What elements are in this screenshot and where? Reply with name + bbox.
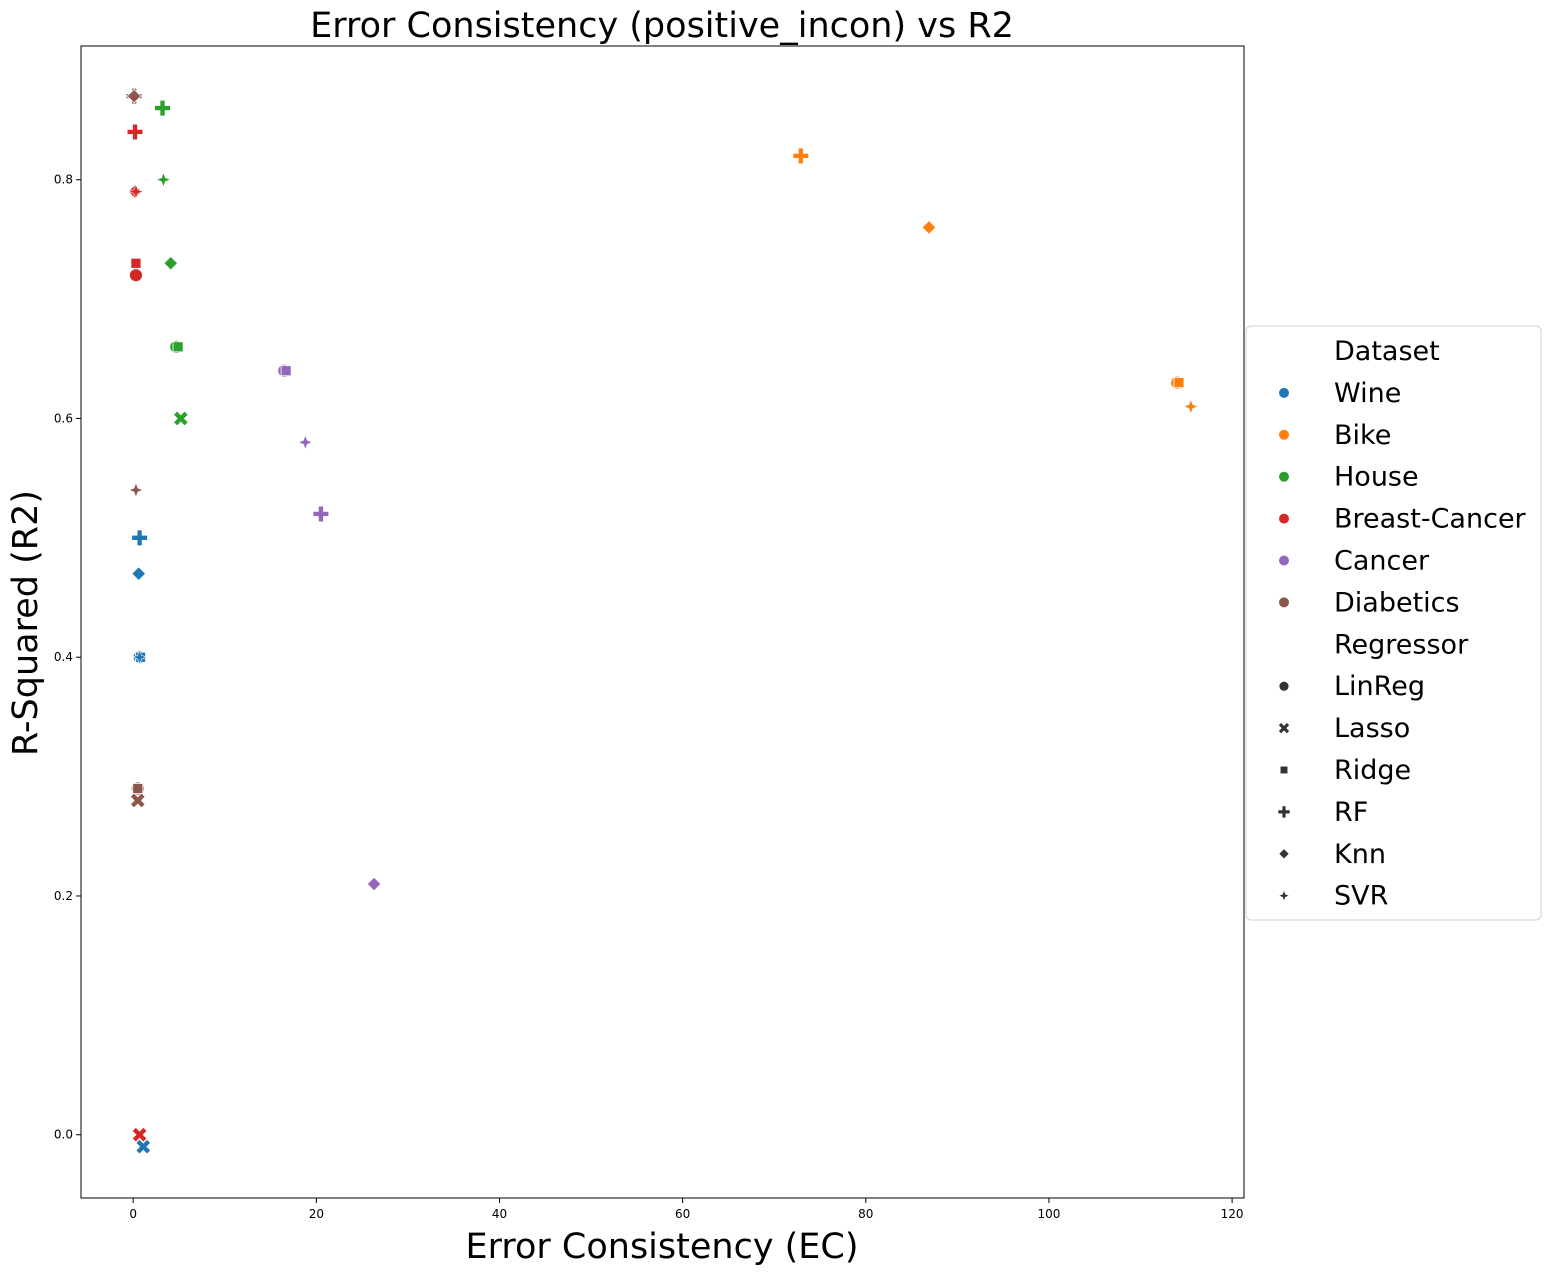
x-tick-label: 0 [129, 1207, 137, 1221]
y-tick-label: 0.4 [54, 650, 73, 664]
point-house-lasso [173, 410, 189, 427]
point-bike-svr [1182, 398, 1199, 415]
legend-marker-cancer [1279, 555, 1289, 566]
legend-label-house: House [1334, 462, 1419, 493]
legend-label-rf: RF [1334, 797, 1368, 828]
point-diabetics-ridge [132, 783, 144, 794]
point-wine-rf [131, 529, 148, 546]
point-house-svr [155, 171, 172, 188]
y-axis-label: R-Squared (R2) [6, 490, 46, 756]
point-breast-cancer-linreg [129, 268, 143, 283]
point-breast-cancer-svr [127, 183, 144, 200]
legend-marker-wine [1279, 387, 1289, 398]
legend-marker-rf [1277, 805, 1291, 819]
legend-label-diabetics: Diabetics [1334, 587, 1460, 618]
point-bike-ridge [1173, 377, 1185, 389]
x-tick-label: 20 [309, 1207, 324, 1221]
point-wine-lasso [135, 1138, 151, 1155]
point-house-ridge [172, 341, 184, 353]
x-tick-label: 120 [1221, 1207, 1244, 1221]
legend-marker-diabetics [1279, 597, 1289, 608]
x-tick-label: 40 [492, 1207, 507, 1221]
chart-title: Error Consistency (positive_incon) vs R2 [310, 6, 1014, 46]
legend-label-wine: Wine [1334, 378, 1401, 409]
legend-marker-bike [1279, 429, 1289, 440]
legend-marker-linreg [1278, 680, 1290, 692]
point-breast-cancer-rf [126, 123, 144, 141]
point-bike-rf [792, 147, 809, 164]
point-cancer-svr [297, 434, 314, 451]
legend-marker-ridge [1279, 765, 1289, 775]
axis-ticks: 0 20 40 60 80 100 120 0.0 0.2 0.4 0.6 0.8 [54, 173, 1244, 1221]
legend-label-bike: Bike [1334, 420, 1391, 451]
point-breast-cancer-lasso [131, 1127, 148, 1143]
point-diabetics-knn [126, 88, 142, 104]
y-tick-label: 0.6 [54, 411, 73, 425]
legend: Dataset Wine Bike House Breast-Cancer Cancer D… [1245, 325, 1542, 921]
legend-title-dataset: Dataset [1334, 336, 1440, 367]
legend-label-linreg: LinReg [1334, 671, 1425, 702]
point-diabetics-svr [127, 482, 144, 499]
legend-marker-knn [1278, 847, 1290, 860]
legend-label-knn: Knn [1334, 839, 1386, 870]
point-cancer-rf [312, 505, 330, 523]
x-axis-label: Error Consistency (EC) [465, 1227, 858, 1267]
point-house-knn [163, 255, 179, 271]
point-bike-knn [921, 220, 937, 235]
point-house-rf [154, 99, 171, 117]
y-tick-label: 0.0 [54, 1128, 73, 1142]
legend-label-ridge: Ridge [1334, 755, 1411, 786]
legend-label-svr: SVR [1334, 881, 1388, 912]
legend-marker-svr [1277, 889, 1291, 903]
point-breast-cancer-ridge [130, 257, 142, 269]
legend-label-breast-cancer: Breast-Cancer [1334, 504, 1527, 535]
x-tick-label: 60 [675, 1207, 690, 1221]
legend-box [1245, 325, 1542, 921]
data-points [126, 88, 1199, 1155]
legend-label-cancer: Cancer [1334, 546, 1430, 577]
point-wine-knn [131, 566, 147, 582]
point-cancer-ridge [280, 365, 292, 377]
legend-title-regressor: Regressor [1334, 629, 1469, 660]
legend-label-lasso: Lasso [1334, 713, 1410, 744]
legend-marker-breast-cancer [1279, 513, 1289, 524]
legend-marker-lasso [1277, 722, 1291, 735]
y-tick-label: 0.8 [54, 173, 73, 187]
plot-area-frame [80, 45, 1245, 1199]
legend-marker-house [1279, 471, 1289, 482]
point-wine-svr [131, 649, 148, 666]
point-cancer-knn [366, 876, 382, 892]
x-tick-label: 100 [1037, 1207, 1060, 1221]
y-tick-label: 0.2 [54, 889, 73, 903]
x-tick-label: 80 [858, 1207, 873, 1221]
